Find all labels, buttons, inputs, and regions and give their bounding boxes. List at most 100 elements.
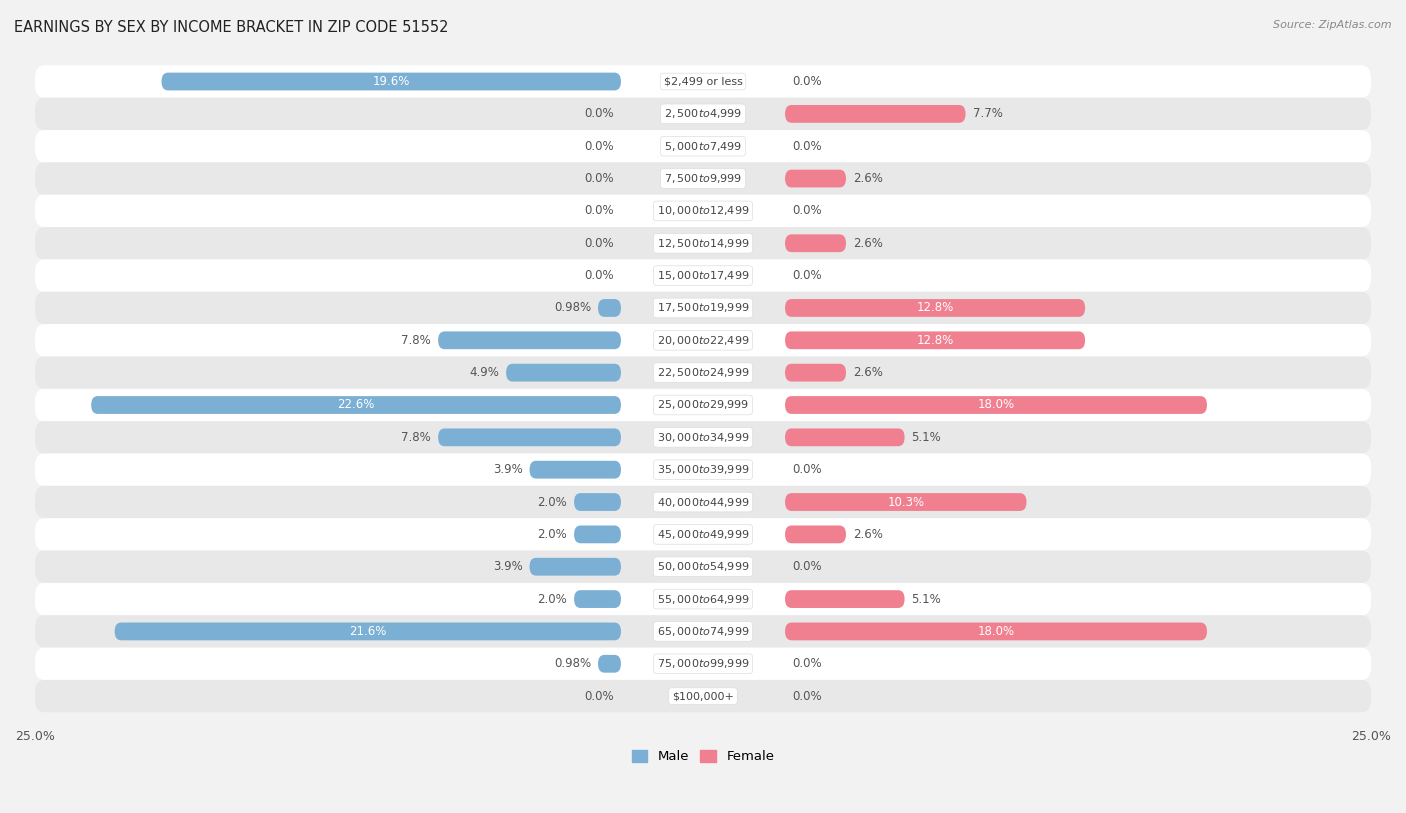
Text: 7.7%: 7.7%	[973, 107, 1002, 120]
FancyBboxPatch shape	[162, 72, 621, 90]
Text: 19.6%: 19.6%	[373, 75, 411, 88]
Text: 0.0%: 0.0%	[792, 204, 821, 217]
FancyBboxPatch shape	[785, 525, 846, 543]
FancyBboxPatch shape	[115, 623, 621, 641]
Text: 0.0%: 0.0%	[792, 463, 821, 476]
Text: 4.9%: 4.9%	[470, 366, 499, 379]
Text: 12.8%: 12.8%	[917, 334, 953, 347]
FancyBboxPatch shape	[35, 195, 1371, 227]
Text: $7,500 to $9,999: $7,500 to $9,999	[664, 172, 742, 185]
Text: 3.9%: 3.9%	[492, 560, 523, 573]
FancyBboxPatch shape	[785, 234, 846, 252]
FancyBboxPatch shape	[598, 299, 621, 317]
Text: 0.0%: 0.0%	[585, 689, 614, 702]
FancyBboxPatch shape	[785, 623, 1206, 641]
FancyBboxPatch shape	[598, 655, 621, 672]
Text: $17,500 to $19,999: $17,500 to $19,999	[657, 302, 749, 315]
FancyBboxPatch shape	[35, 583, 1371, 615]
Text: 0.0%: 0.0%	[585, 140, 614, 153]
FancyBboxPatch shape	[785, 170, 846, 188]
FancyBboxPatch shape	[785, 428, 904, 446]
FancyBboxPatch shape	[785, 105, 966, 123]
Text: $25,000 to $29,999: $25,000 to $29,999	[657, 398, 749, 411]
FancyBboxPatch shape	[530, 461, 621, 479]
Text: 0.0%: 0.0%	[792, 689, 821, 702]
Text: 0.0%: 0.0%	[792, 140, 821, 153]
Text: $100,000+: $100,000+	[672, 691, 734, 701]
FancyBboxPatch shape	[35, 65, 1371, 98]
FancyBboxPatch shape	[91, 396, 621, 414]
Text: $22,500 to $24,999: $22,500 to $24,999	[657, 366, 749, 379]
FancyBboxPatch shape	[574, 590, 621, 608]
Text: 2.6%: 2.6%	[853, 366, 883, 379]
FancyBboxPatch shape	[35, 486, 1371, 518]
Text: $10,000 to $12,499: $10,000 to $12,499	[657, 204, 749, 217]
FancyBboxPatch shape	[574, 493, 621, 511]
Text: $2,500 to $4,999: $2,500 to $4,999	[664, 107, 742, 120]
FancyBboxPatch shape	[35, 163, 1371, 195]
Text: 0.0%: 0.0%	[585, 269, 614, 282]
Text: $45,000 to $49,999: $45,000 to $49,999	[657, 528, 749, 541]
FancyBboxPatch shape	[35, 292, 1371, 324]
Text: $12,500 to $14,999: $12,500 to $14,999	[657, 237, 749, 250]
Text: $55,000 to $64,999: $55,000 to $64,999	[657, 593, 749, 606]
FancyBboxPatch shape	[785, 332, 1085, 350]
Text: $75,000 to $99,999: $75,000 to $99,999	[657, 657, 749, 670]
Legend: Male, Female: Male, Female	[626, 745, 780, 769]
Text: 5.1%: 5.1%	[911, 593, 942, 606]
FancyBboxPatch shape	[35, 680, 1371, 712]
FancyBboxPatch shape	[35, 98, 1371, 130]
Text: 0.0%: 0.0%	[585, 107, 614, 120]
FancyBboxPatch shape	[785, 299, 1085, 317]
Text: $30,000 to $34,999: $30,000 to $34,999	[657, 431, 749, 444]
Text: 0.0%: 0.0%	[585, 172, 614, 185]
Text: 0.98%: 0.98%	[554, 302, 591, 315]
Text: $15,000 to $17,499: $15,000 to $17,499	[657, 269, 749, 282]
Text: $65,000 to $74,999: $65,000 to $74,999	[657, 625, 749, 638]
Text: 2.6%: 2.6%	[853, 237, 883, 250]
Text: 7.8%: 7.8%	[401, 431, 432, 444]
FancyBboxPatch shape	[35, 324, 1371, 356]
Text: Source: ZipAtlas.com: Source: ZipAtlas.com	[1274, 20, 1392, 30]
FancyBboxPatch shape	[785, 493, 1026, 511]
Text: $5,000 to $7,499: $5,000 to $7,499	[664, 140, 742, 153]
FancyBboxPatch shape	[35, 518, 1371, 550]
Text: 18.0%: 18.0%	[977, 625, 1015, 638]
FancyBboxPatch shape	[574, 525, 621, 543]
Text: 2.6%: 2.6%	[853, 172, 883, 185]
FancyBboxPatch shape	[35, 421, 1371, 454]
Text: EARNINGS BY SEX BY INCOME BRACKET IN ZIP CODE 51552: EARNINGS BY SEX BY INCOME BRACKET IN ZIP…	[14, 20, 449, 35]
FancyBboxPatch shape	[35, 227, 1371, 259]
FancyBboxPatch shape	[35, 550, 1371, 583]
FancyBboxPatch shape	[35, 356, 1371, 389]
FancyBboxPatch shape	[439, 428, 621, 446]
Text: 12.8%: 12.8%	[917, 302, 953, 315]
Text: $50,000 to $54,999: $50,000 to $54,999	[657, 560, 749, 573]
Text: 0.0%: 0.0%	[792, 269, 821, 282]
Text: 5.1%: 5.1%	[911, 431, 942, 444]
Text: 7.8%: 7.8%	[401, 334, 432, 347]
FancyBboxPatch shape	[785, 396, 1206, 414]
Text: 0.0%: 0.0%	[792, 657, 821, 670]
Text: 2.0%: 2.0%	[537, 593, 567, 606]
Text: $2,499 or less: $2,499 or less	[664, 76, 742, 86]
Text: 0.0%: 0.0%	[792, 560, 821, 573]
Text: $20,000 to $22,499: $20,000 to $22,499	[657, 334, 749, 347]
FancyBboxPatch shape	[35, 454, 1371, 486]
Text: $35,000 to $39,999: $35,000 to $39,999	[657, 463, 749, 476]
FancyBboxPatch shape	[35, 389, 1371, 421]
Text: 2.6%: 2.6%	[853, 528, 883, 541]
Text: 0.98%: 0.98%	[554, 657, 591, 670]
Text: 0.0%: 0.0%	[792, 75, 821, 88]
Text: 3.9%: 3.9%	[492, 463, 523, 476]
Text: 10.3%: 10.3%	[887, 496, 924, 509]
Text: 18.0%: 18.0%	[977, 398, 1015, 411]
FancyBboxPatch shape	[35, 648, 1371, 680]
FancyBboxPatch shape	[35, 259, 1371, 292]
FancyBboxPatch shape	[506, 363, 621, 381]
Text: 0.0%: 0.0%	[585, 204, 614, 217]
Text: 2.0%: 2.0%	[537, 528, 567, 541]
FancyBboxPatch shape	[35, 130, 1371, 163]
FancyBboxPatch shape	[35, 615, 1371, 648]
FancyBboxPatch shape	[530, 558, 621, 576]
